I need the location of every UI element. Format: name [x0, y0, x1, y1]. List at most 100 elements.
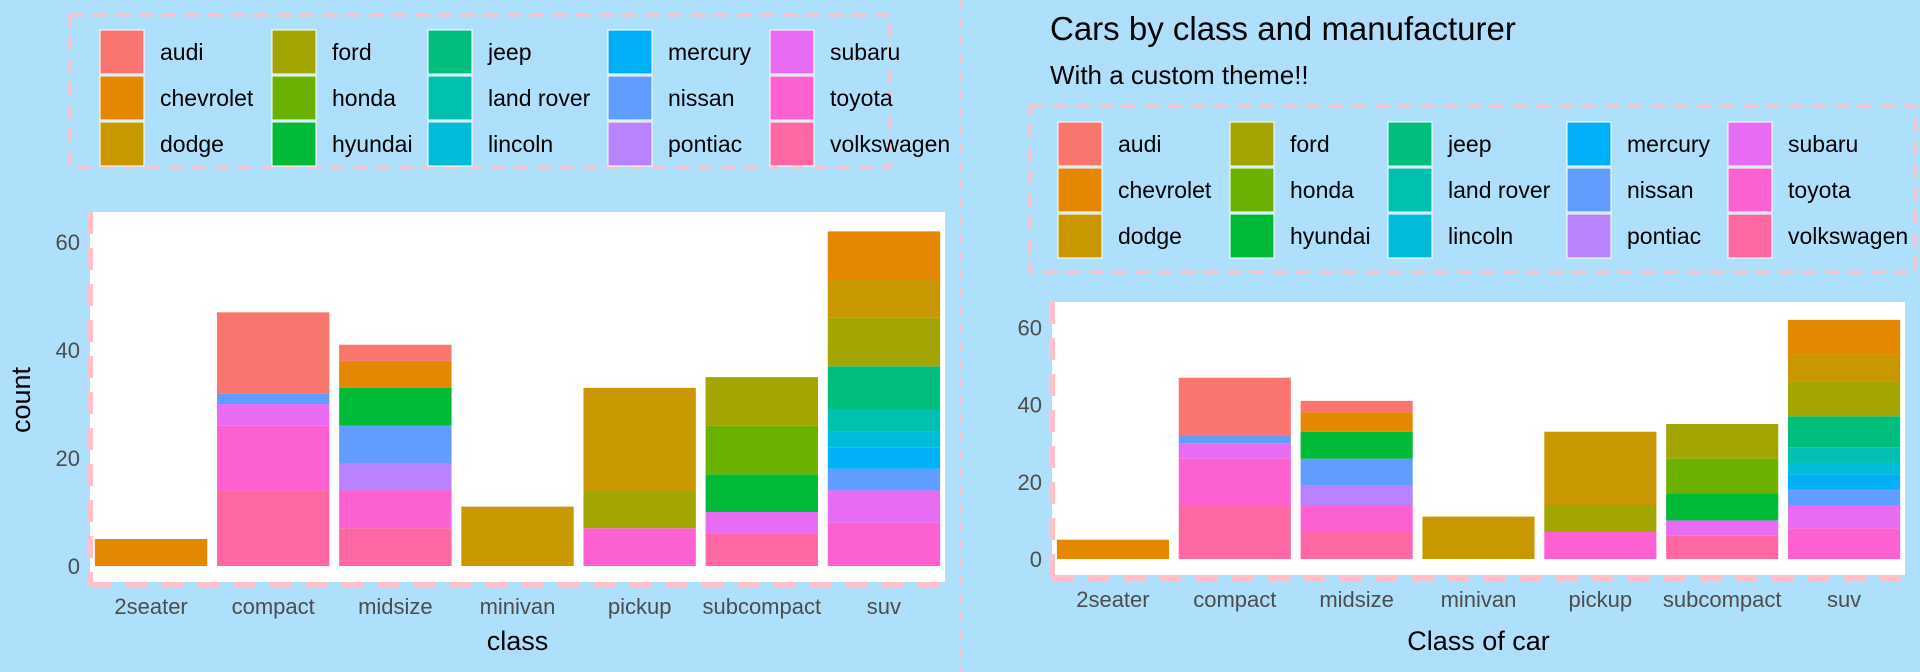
legend-label: honda	[1290, 177, 1354, 203]
legend-key-land-rover	[427, 75, 473, 121]
x-tick-label: suv	[867, 594, 901, 619]
bar-subcompact-ford	[1666, 424, 1779, 459]
legend-key-toyota	[769, 75, 815, 121]
legend-key-lincoln	[427, 121, 473, 167]
legend-label: ford	[332, 39, 372, 65]
y-tick-label: 40	[56, 338, 80, 363]
legend-key-honda	[1229, 167, 1275, 213]
x-tick-label: pickup	[1569, 587, 1633, 612]
x-axis-title: class	[487, 626, 549, 656]
bar-midsize-chevrolet	[1300, 412, 1413, 432]
bar-2seater-chevrolet	[1056, 539, 1169, 559]
legend-key-audi	[1057, 121, 1103, 167]
legend-label: subaru	[830, 39, 900, 65]
bar-subcompact-hyundai	[705, 474, 818, 513]
y-tick-label: 0	[68, 554, 80, 579]
bar-midsize-pontiac	[1300, 485, 1413, 505]
bar-suv-dodge	[1788, 354, 1901, 382]
legend-key-mercury	[607, 29, 653, 75]
legend-key-chevrolet	[1057, 167, 1103, 213]
legend-key-land-rover	[1387, 167, 1433, 213]
x-tick-label: 2seater	[1076, 587, 1149, 612]
legend-label: toyota	[1788, 177, 1851, 203]
bar-suv-subaru	[1788, 505, 1901, 529]
bar-suv-jeep	[1788, 416, 1901, 448]
bar-suv-chevrolet	[827, 231, 941, 280]
legend-label: lincoln	[488, 131, 553, 157]
bar-compact-audi	[1178, 377, 1291, 436]
legend-label: jeep	[1447, 131, 1491, 157]
right-plot: Cars by class and manufacturer With a cus…	[1018, 10, 1917, 656]
bar-midsize-chevrolet	[339, 360, 452, 388]
bar-midsize-toyota	[1300, 505, 1413, 532]
bar-pickup-toyota	[583, 528, 696, 566]
bar-compact-nissan	[217, 393, 330, 405]
legend-label: pontiac	[668, 131, 742, 157]
bar-pickup-dodge	[583, 387, 696, 491]
legend-label: hyundai	[1290, 223, 1371, 249]
legend-key-subaru	[1727, 121, 1773, 167]
y-tick-label: 60	[1018, 316, 1042, 341]
left-plot: audi chevrolet dodge ford honda hyundai jeep la…	[6, 13, 950, 656]
legend-label: dodge	[160, 131, 224, 157]
bar-compact-toyota	[217, 425, 330, 491]
x-tick-label: midsize	[358, 594, 433, 619]
bar-suv-land-rover	[827, 409, 941, 432]
bar-compact-subaru	[1178, 443, 1291, 459]
legend-key-nissan	[607, 75, 653, 121]
bar-midsize-volkswagen	[339, 528, 452, 566]
bar-compact-audi	[217, 312, 330, 394]
bar-midsize-toyota	[339, 490, 452, 529]
bar-suv-land-rover	[1788, 447, 1901, 463]
legend-key-pontiac	[607, 121, 653, 167]
bar-suv-dodge	[827, 279, 941, 318]
bar-suv-nissan	[1788, 489, 1901, 505]
legend-label: mercury	[668, 39, 752, 65]
x-tick-label: suv	[1827, 587, 1861, 612]
bar-2seater-chevrolet	[94, 539, 208, 566]
bar-suv-nissan	[827, 468, 941, 491]
legend-key-ford	[271, 29, 317, 75]
legend-label: pontiac	[1627, 223, 1701, 249]
legend-label: dodge	[1118, 223, 1182, 249]
bar-midsize-nissan	[339, 425, 452, 464]
legend-label: hyundai	[332, 131, 413, 157]
x-tick-label: minivan	[480, 594, 556, 619]
legend-key-jeep	[427, 29, 473, 75]
bar-suv-toyota	[1788, 528, 1901, 559]
legend-key-jeep	[1387, 121, 1433, 167]
chart-title: Cars by class and manufacturer	[1050, 10, 1516, 47]
x-tick-label: subcompact	[702, 594, 821, 619]
legend-key-honda	[271, 75, 317, 121]
bar-midsize-hyundai	[339, 387, 452, 426]
legend-key-mercury	[1566, 121, 1612, 167]
bar-midsize-nissan	[1300, 458, 1413, 486]
y-axis-title: count	[6, 366, 36, 433]
legend-border	[68, 13, 892, 169]
x-axis-title: Class of car	[1407, 626, 1550, 656]
bar-suv-jeep	[827, 366, 941, 410]
legend-key-dodge	[99, 121, 145, 167]
legend-key-pontiac	[1566, 213, 1612, 259]
bar-pickup-ford	[583, 490, 696, 529]
legend-key-volkswagen	[769, 121, 815, 167]
legend-label: jeep	[487, 39, 531, 65]
legend-label: chevrolet	[160, 85, 254, 111]
x-tick-label: 2seater	[114, 594, 187, 619]
y-tick-label: 20	[1018, 470, 1042, 495]
legend-border	[1028, 104, 1917, 274]
x-tick-label: compact	[1193, 587, 1276, 612]
legend-label: audi	[160, 39, 203, 65]
y-tick-label: 40	[1018, 393, 1042, 418]
legend-label: ford	[1290, 131, 1330, 157]
legend-label: nissan	[668, 85, 734, 111]
legend-label: volkswagen	[830, 131, 950, 157]
legend-key-lincoln	[1387, 213, 1433, 259]
bar-subcompact-volkswagen	[705, 533, 818, 566]
bar-suv-chevrolet	[1788, 319, 1901, 355]
x-tick-label: minivan	[1441, 587, 1517, 612]
bar-compact-volkswagen	[217, 490, 330, 566]
chart-subtitle: With a custom theme!!	[1050, 60, 1309, 90]
bar-compact-volkswagen	[1178, 505, 1291, 559]
bar-pickup-toyota	[1544, 532, 1657, 559]
